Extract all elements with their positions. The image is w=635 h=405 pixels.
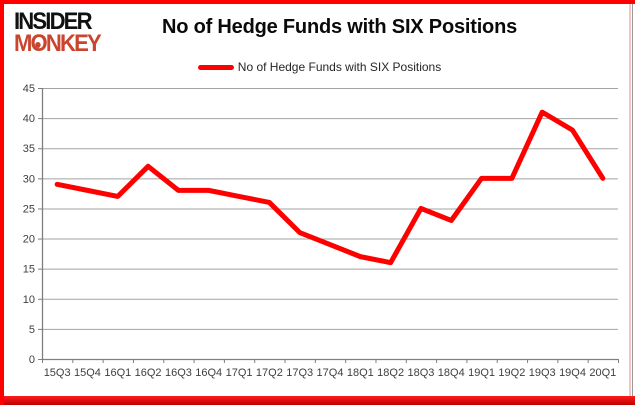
x-tick-label: 16Q4 [195, 367, 222, 379]
x-tick-label: 17Q2 [256, 367, 283, 379]
x-tick-label: 20Q1 [589, 367, 616, 379]
chart-header: No of Hedge Funds with SIX Positions [129, 16, 550, 39]
x-tick-label: 16Q1 [104, 367, 131, 379]
y-tick-label: 35 [23, 143, 35, 155]
x-tick-label: 16Q2 [135, 367, 162, 379]
x-tick-label: 18Q3 [407, 367, 434, 379]
y-tick-label: 20 [23, 234, 35, 246]
x-tick-label: 18Q2 [377, 367, 404, 379]
x-tick-label: 15Q3 [44, 367, 71, 379]
y-tick-label: 10 [23, 294, 35, 306]
x-tick-label: 19Q1 [468, 367, 495, 379]
x-tick-label: 19Q4 [559, 367, 586, 379]
x-tick-label: 19Q3 [529, 367, 556, 379]
y-tick-label: 40 [23, 113, 35, 125]
insider-monkey-logo: INSIDER MONKEY [14, 10, 107, 56]
y-tick-label: 0 [29, 354, 35, 366]
x-tick-label: 18Q4 [438, 367, 465, 379]
series-line [54, 109, 606, 266]
x-tick-label: 17Q3 [286, 367, 313, 379]
legend-label: No of Hedge Funds with SIX Positions [237, 60, 442, 74]
y-tick-label: 25 [23, 203, 35, 215]
line-chart: 0 5 10 15 20 25 30 35 40 45 15Q3 15Q4 16Q1 16Q2 16Q3 16… [4, 4, 631, 396]
x-tick-label: 18Q1 [347, 367, 374, 379]
x-tick-label: 16Q3 [165, 367, 192, 379]
y-tick-label: 5 [29, 324, 35, 336]
logo-insider-text: INSIDER [14, 8, 93, 35]
chart-legend: No of Hedge Funds with SIX Positions [4, 60, 635, 74]
logo-monkey-text: MONKEY [14, 30, 102, 57]
x-tick-label: 19Q2 [498, 367, 525, 379]
y-tick-label: 30 [23, 173, 35, 185]
legend-line-swatch [197, 64, 234, 70]
x-tick-label: 17Q1 [226, 367, 253, 379]
x-tick-label: 15Q4 [74, 367, 101, 379]
frame-bottom-border [4, 396, 635, 405]
frame-right-border [632, 4, 633, 405]
x-tick-label: 17Q4 [317, 367, 344, 379]
y-tick-label: 15 [23, 264, 35, 276]
frame-right-edge [629, 4, 631, 405]
chart-title: No of Hedge Funds with SIX Positions [161, 16, 518, 38]
monkey-o-icon: O [31, 32, 48, 56]
chart-canvas: 0 5 10 15 20 25 30 35 40 45 15Q3 15Q4 16Q1 16Q2 16Q3 16… [23, 83, 619, 379]
y-tick-label: 45 [23, 83, 35, 95]
